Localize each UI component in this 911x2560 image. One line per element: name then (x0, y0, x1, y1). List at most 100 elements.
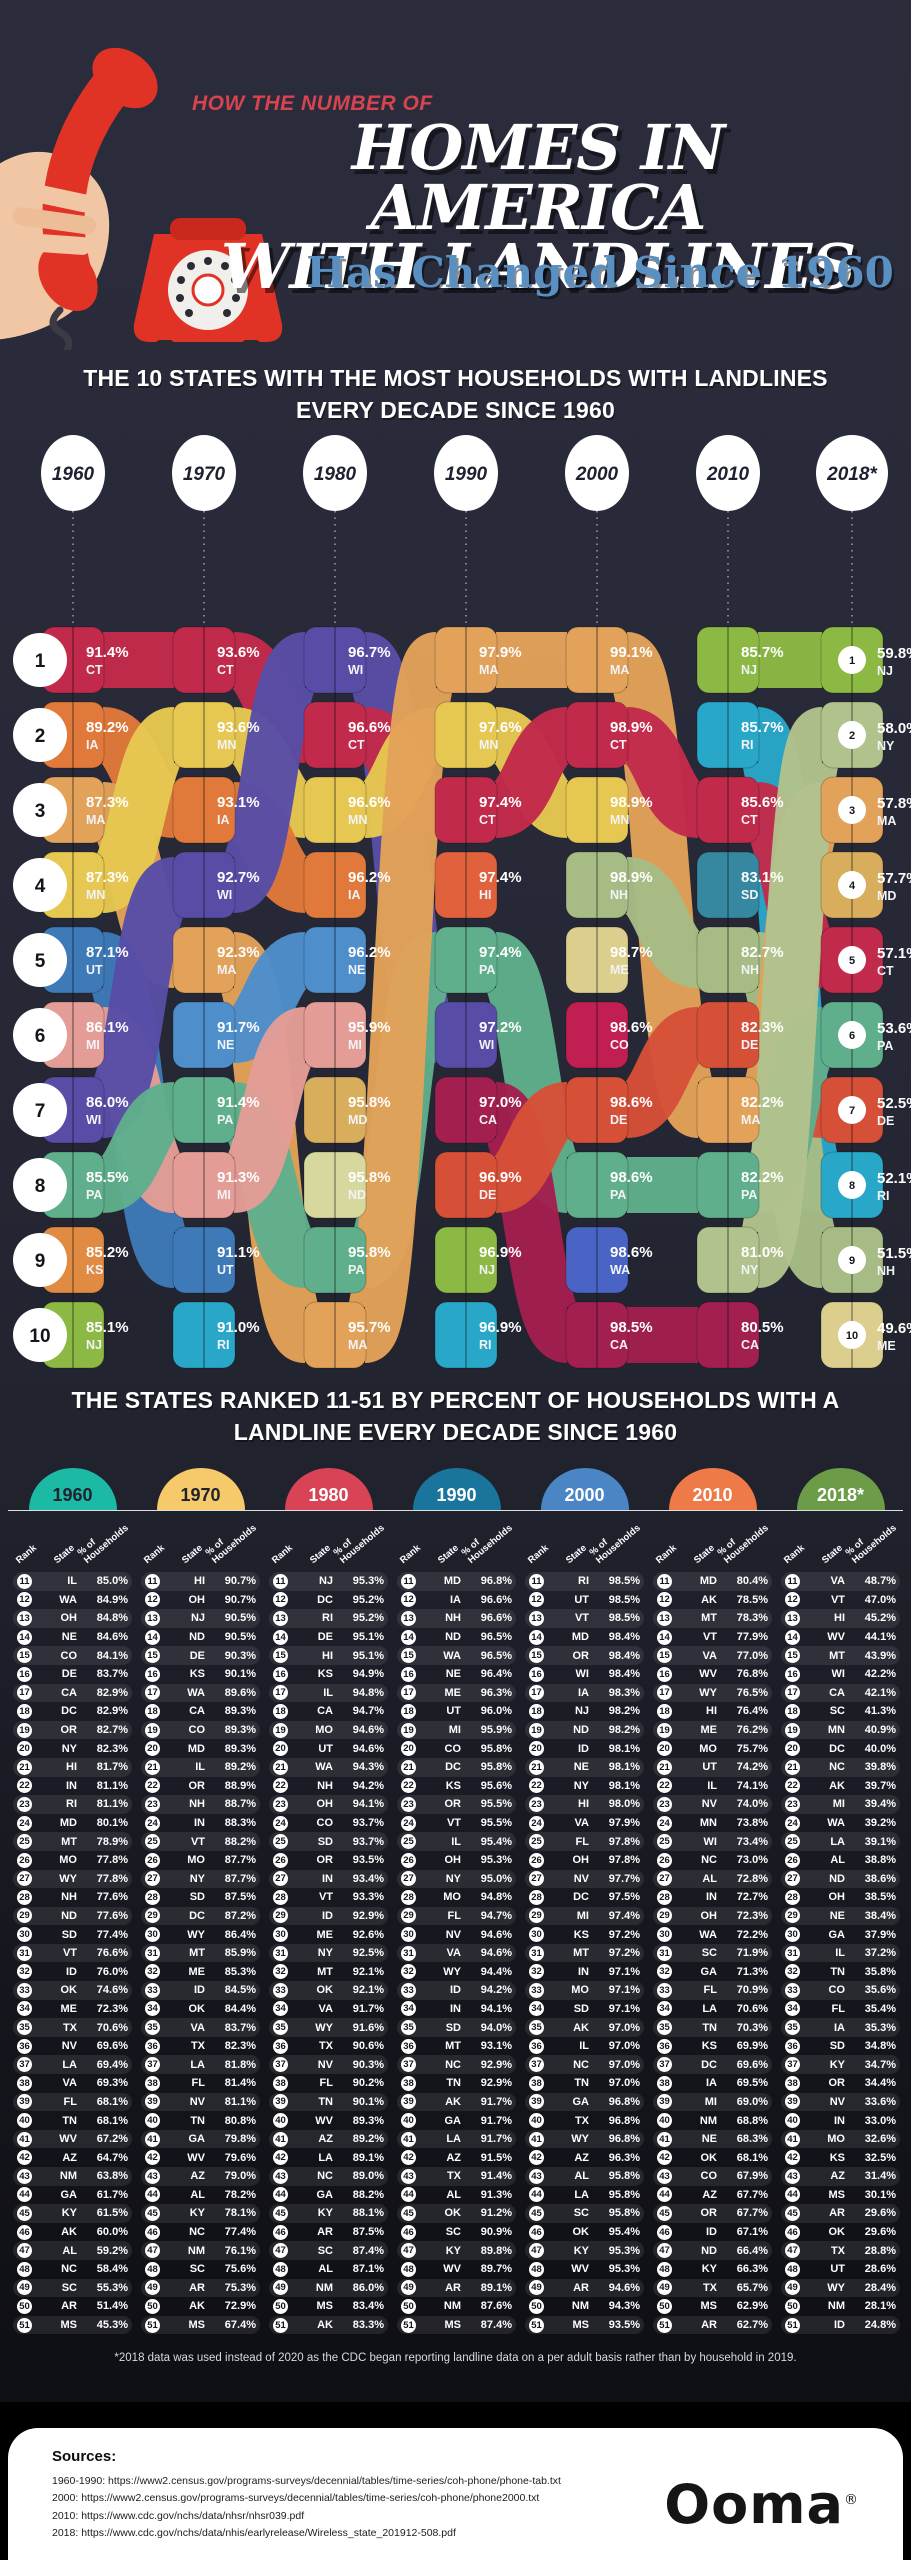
column-header-pct: % of Households (75, 1522, 131, 1567)
pct-households: 96.5% (480, 1631, 512, 1644)
state-abbr: AL (190, 2188, 205, 2201)
table-row: 44 GA 61.7% (13, 2186, 132, 2205)
state-abbr: OH (316, 1798, 334, 1811)
chart-node-state: MN (479, 738, 498, 752)
table-row: 40 TX 96.8% (525, 2111, 644, 2130)
pct-households: 66.4% (736, 2244, 768, 2257)
table-row: 42 WV 79.6% (141, 2148, 260, 2167)
pct-households: 42.1% (864, 1686, 896, 1699)
state-abbr: ID (322, 1909, 333, 1922)
state-abbr: WA (827, 1817, 845, 1830)
table-row: 49 AR 89.1% (397, 2278, 516, 2298)
sources-lines: 1960-1990: https://www2.census.gov/progr… (52, 2473, 561, 2542)
pct-households: 82.3% (96, 1742, 128, 1755)
rank-badge: 29 (145, 1908, 160, 1924)
table-row: 22 IL 74.1% (653, 1777, 772, 1796)
table-row: 47 KY 89.8% (397, 2241, 516, 2260)
rank-badge: 21 (17, 1759, 32, 1775)
table-row: 38 TN 97.0% (525, 2074, 644, 2093)
state-abbr: NC (189, 2226, 205, 2239)
pct-households: 87.4% (352, 2244, 384, 2257)
state-abbr: WI (831, 1668, 845, 1681)
table-mini-headers: Rank State% of Households (397, 1510, 516, 1572)
rank-badge: 49 (529, 2280, 544, 2296)
pct-households: 93.5% (608, 2319, 640, 2332)
rank-badge: 34 (273, 2001, 288, 2017)
chart-node-state: MA (610, 663, 629, 677)
pct-households: 48.7% (864, 1575, 896, 1588)
table-row: 28 MO 94.8% (397, 1888, 516, 1907)
table-column: 1970 Rank State% of Households 11 HI 90.7% 12 O… (141, 1468, 260, 2335)
state-abbr: OK (700, 2151, 718, 2164)
state-abbr: FL (831, 2002, 845, 2015)
rank-badge: 49 (17, 2280, 32, 2296)
rank-badge: 16 (785, 1666, 800, 1682)
table-row: 38 TN 92.9% (397, 2074, 516, 2093)
state-abbr: MO (827, 2133, 845, 2146)
chart-ribbon (228, 932, 311, 1063)
rank-badge: 47 (145, 2243, 160, 2259)
rank-badge-2018 (838, 1171, 866, 1199)
rank-number: 1 (35, 651, 46, 672)
pct-households: 72.2% (736, 1928, 768, 1941)
state-abbr: MT (317, 1965, 333, 1978)
decade-label: 1970 (183, 464, 226, 485)
table-row: 37 NC 92.9% (397, 2055, 516, 2075)
state-abbr: MD (699, 1575, 717, 1588)
pct-households: 96.8% (480, 1575, 512, 1588)
rank-badge-2018 (838, 946, 866, 974)
table-row: 36 SD 34.8% (781, 2037, 900, 2056)
rank-badge: 20 (273, 1741, 288, 1757)
table-row: 17 WY 76.5% (653, 1683, 772, 1703)
pct-households: 41.3% (864, 1705, 896, 1718)
rank-number: 4 (849, 880, 856, 892)
pct-households: 90.2% (352, 2077, 384, 2090)
table-row: 31 NY 92.5% (269, 1943, 388, 1963)
decade-oval (816, 435, 888, 511)
column-header-pct: % of Households (843, 1522, 899, 1567)
rank-badge: 44 (657, 2187, 672, 2203)
chart-node-state: CT (610, 738, 627, 752)
table-row: 32 MT 92.1% (269, 1962, 388, 1981)
pct-households: 76.4% (736, 1705, 768, 1718)
table-row: 51 MS 67.4% (141, 2315, 260, 2335)
chart-node-pct: 98.5% (610, 1319, 653, 1336)
table-row: 31 VT 76.6% (13, 1943, 132, 1963)
registered-mark: ® (844, 2491, 859, 2508)
chart-node-state: HI (479, 888, 492, 902)
table-row: 14 WV 44.1% (781, 1628, 900, 1647)
state-abbr: VT (318, 1891, 333, 1904)
column-header-pct: % of Households (587, 1522, 643, 1567)
state-abbr: NV (829, 2095, 845, 2108)
table-row: 50 MS 62.9% (653, 2297, 772, 2316)
pct-households: 85.9% (224, 1947, 256, 1960)
table-row: 12 AK 78.5% (653, 1591, 772, 1610)
pct-households: 97.1% (608, 1984, 640, 1997)
chart-node-pct: 98.9% (610, 719, 653, 736)
pct-households: 96.5% (480, 1649, 512, 1662)
table-row: 39 NV 81.1% (141, 2092, 260, 2112)
rank-number: 5 (35, 951, 46, 972)
chart-node-state: NJ (741, 663, 757, 677)
rank-circle (13, 1008, 67, 1062)
pct-households: 58.4% (96, 2263, 128, 2276)
state-abbr: TN (830, 1965, 845, 1978)
table-row: 33 ID 84.5% (141, 1981, 260, 2000)
rank-badge: 49 (785, 2280, 800, 2296)
rank-badge: 41 (273, 2131, 288, 2147)
state-abbr: IN (194, 1817, 205, 1830)
table-column: 2010 Rank State% of Households 11 MD 80.4% 12 A… (653, 1468, 772, 2335)
pct-households: 93.3% (352, 1891, 384, 1904)
rank-badge: 40 (657, 2113, 672, 2129)
column-header-state: State (51, 1542, 77, 1567)
pct-households: 83.7% (96, 1668, 128, 1681)
table-row: 34 OK 84.4% (141, 2000, 260, 2019)
state-abbr: MT (701, 1612, 717, 1625)
rank-badge-2018 (838, 796, 866, 824)
rank-badge: 17 (401, 1685, 416, 1701)
state-abbr: NC (445, 2058, 461, 2071)
pct-households: 90.7% (224, 1593, 256, 1606)
rank-badge: 50 (145, 2298, 160, 2314)
state-abbr: WI (575, 1668, 589, 1681)
state-abbr: MS (828, 2188, 846, 2201)
